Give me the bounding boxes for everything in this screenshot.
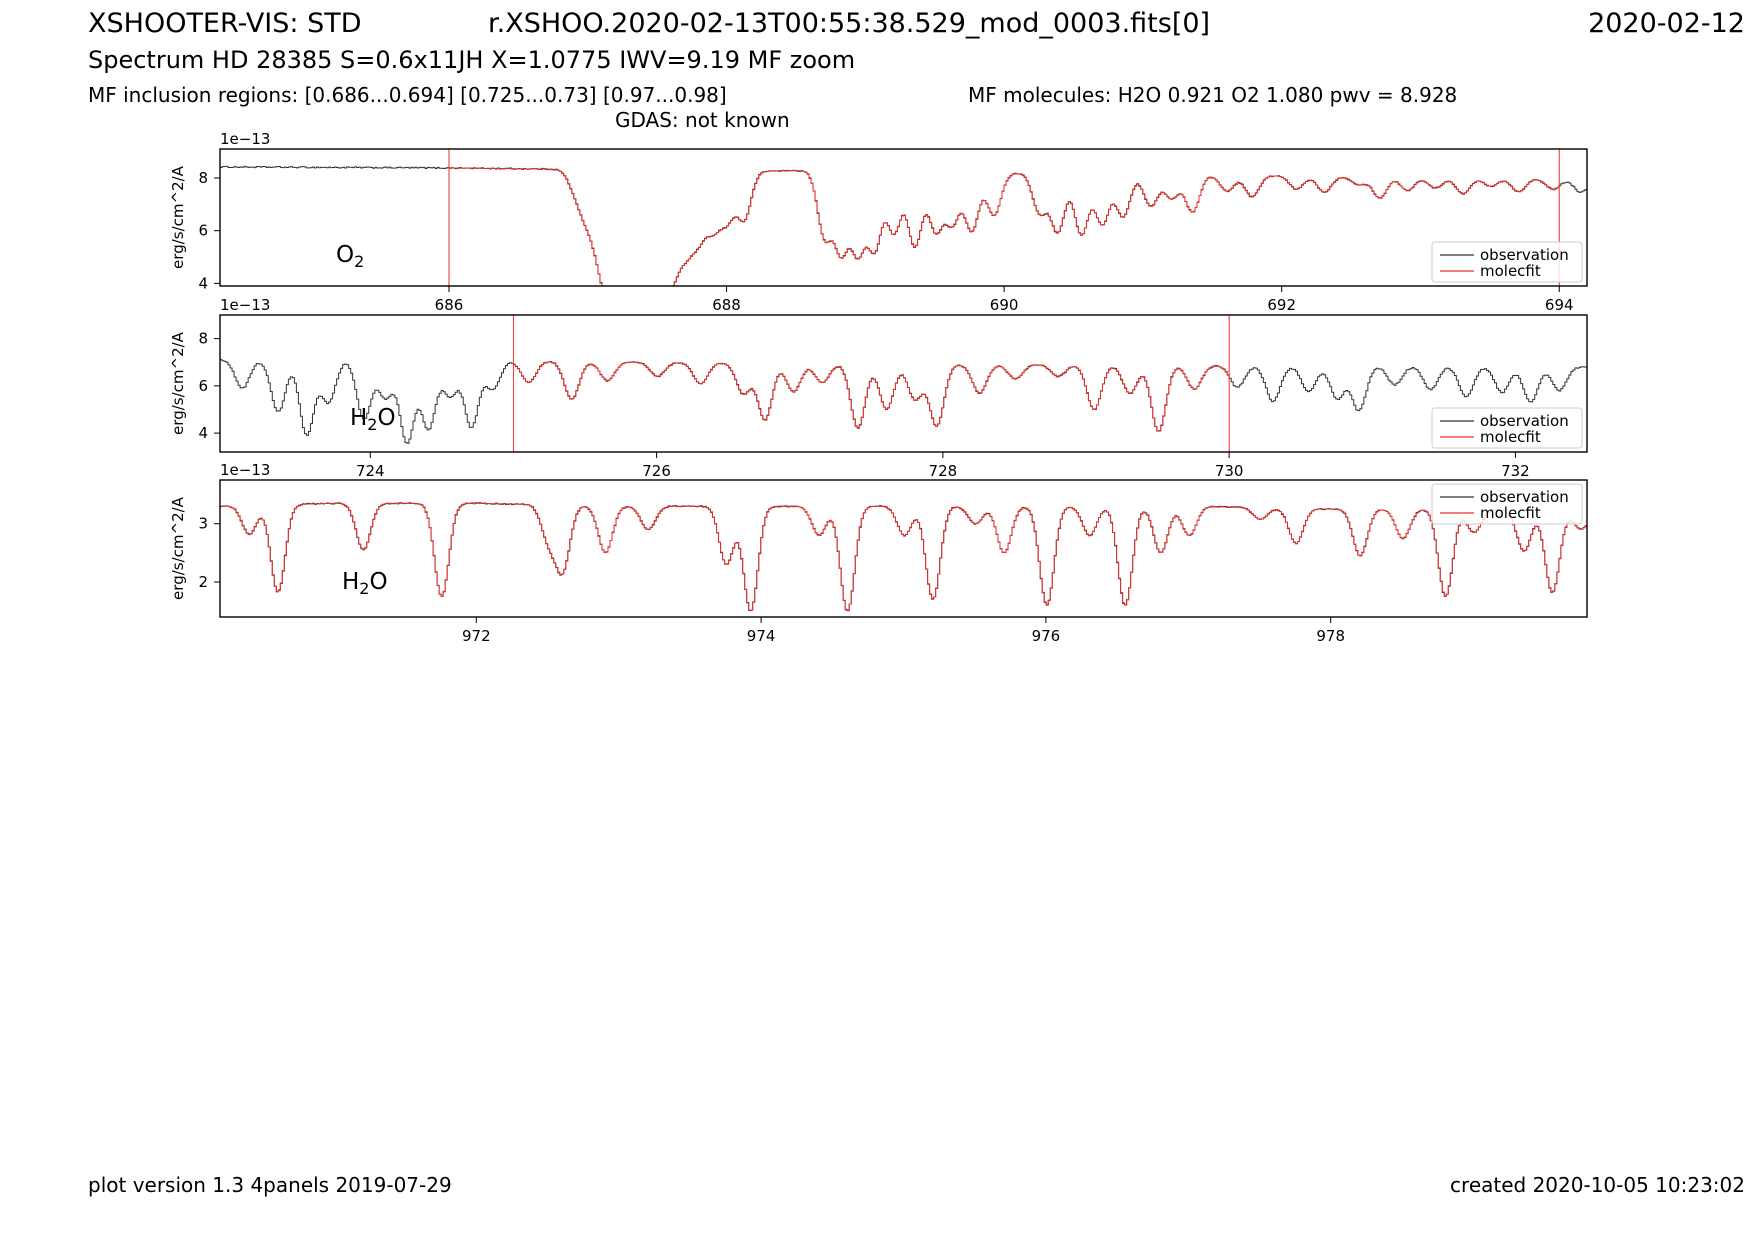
legend-entry: molecfit <box>1480 504 1541 522</box>
x-tick-label: 688 <box>712 296 741 314</box>
y-tick-label: 6 <box>198 222 208 240</box>
gdas-info: GDAS: not known <box>615 108 790 132</box>
offset-label: 1e−13 <box>220 461 270 479</box>
legend-entry: molecfit <box>1480 262 1541 280</box>
x-tick-label: 978 <box>1316 627 1345 645</box>
y-axis-label: erg/s/cm^2/A <box>169 331 187 435</box>
observation-date: 2020-02-12 <box>1588 8 1745 39</box>
molecule-label: O2 <box>336 242 364 271</box>
molecules-info: MF molecules: H2O 0.921 O2 1.080 pwv = 8… <box>968 83 1458 107</box>
legend-entry: observation <box>1480 412 1569 430</box>
molecfit-series <box>449 167 1561 286</box>
molecfit-series <box>220 502 1587 612</box>
axes-frame <box>219 148 1588 287</box>
x-tick-label: 690 <box>990 296 1019 314</box>
y-tick-label: 6 <box>198 377 208 395</box>
legend-box <box>1431 407 1583 449</box>
offset-label: 1e−13 <box>220 296 270 314</box>
offset-label: 1e−13 <box>220 130 270 148</box>
created-timestamp: created 2020-10-05 10:23:02 <box>1450 1173 1745 1197</box>
y-tick-label: 8 <box>198 330 208 348</box>
legend-box <box>1431 241 1583 283</box>
x-tick-label: 732 <box>1501 462 1530 480</box>
axes-frame <box>219 314 1588 453</box>
x-tick-label: 694 <box>1545 296 1574 314</box>
instrument-title: XSHOOTER-VIS: STD <box>88 8 362 39</box>
y-axis-label: erg/s/cm^2/A <box>169 165 187 269</box>
x-tick-label: 976 <box>1032 627 1061 645</box>
x-tick-label: 726 <box>642 462 671 480</box>
legend-entry: molecfit <box>1480 428 1541 446</box>
observation-series <box>220 502 1587 612</box>
legend-entry: observation <box>1480 246 1569 264</box>
panel-3: 972 974 976 978 2 3 1e−13 erg/s/cm^2/A H2O observ… <box>169 461 1588 645</box>
y-tick-label: 4 <box>198 274 208 292</box>
y-axis-label: erg/s/cm^2/A <box>169 496 187 600</box>
x-tick-label: 728 <box>929 462 958 480</box>
panel-2: 724 726 728 730 732 4 6 8 1e−13 erg/s/cm^2/A H2O ob… <box>169 296 1588 480</box>
spectrum-subtitle: Spectrum HD 28385 S=0.6x11JH X=1.0775 IW… <box>88 46 856 74</box>
legend-entry: observation <box>1480 488 1569 506</box>
y-tick-label: 4 <box>198 424 208 442</box>
x-tick-label: 972 <box>462 627 491 645</box>
x-tick-label: 724 <box>356 462 385 480</box>
observation-series <box>220 359 1587 444</box>
x-tick-label: 692 <box>1267 296 1296 314</box>
legend-box <box>1431 483 1583 525</box>
molecfit-series <box>513 361 1230 432</box>
x-tick-label: 686 <box>435 296 464 314</box>
plot-version: plot version 1.3 4panels 2019-07-29 <box>88 1173 452 1197</box>
file-name: r.XSHOO.2020-02-13T00:55:38.529_mod_0003… <box>488 8 1211 39</box>
x-tick-label: 730 <box>1215 462 1244 480</box>
x-tick-label: 974 <box>747 627 776 645</box>
inclusion-regions: MF inclusion regions: [0.686...0.694] [0… <box>88 83 727 107</box>
panel-1: 686 688 690 692 694 4 6 8 1e−13 erg/s/cm^2/A O2 obs… <box>169 130 1588 314</box>
y-tick-label: 2 <box>198 573 208 591</box>
y-tick-label: 8 <box>198 169 208 187</box>
molecule-label: H2O <box>350 405 396 434</box>
y-tick-label: 3 <box>198 515 208 533</box>
axes-frame <box>219 479 1588 618</box>
molecule-label: H2O <box>342 569 388 598</box>
